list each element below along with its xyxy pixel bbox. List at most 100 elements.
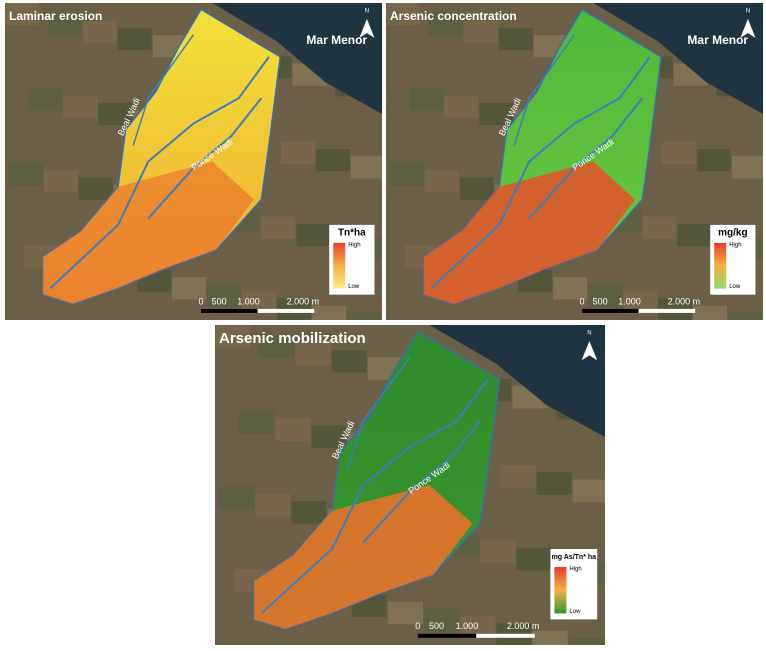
field: [312, 305, 346, 320]
river: [49, 56, 270, 290]
field: [331, 350, 367, 373]
field: [623, 291, 658, 314]
legend-high: High: [729, 242, 741, 248]
field: [261, 216, 296, 239]
field: [444, 95, 479, 118]
field: [389, 163, 424, 186]
field: [536, 472, 572, 495]
legend-low: Low: [348, 284, 360, 290]
field: [588, 284, 623, 307]
legend-gradient: [554, 567, 567, 614]
field: [459, 177, 494, 200]
field: [291, 501, 327, 524]
river: [132, 34, 195, 146]
legend-title: mg As/Tn* ha: [552, 554, 597, 561]
field: [409, 88, 444, 111]
scale-label: 500: [593, 296, 608, 306]
north-arrow: [581, 341, 598, 361]
hotspot: [42, 161, 254, 305]
field: [479, 102, 514, 125]
field: [642, 216, 677, 239]
field: [661, 141, 696, 165]
field: [5, 3, 39, 26]
scale-label: 0: [415, 621, 420, 631]
field: [568, 637, 604, 645]
field: [275, 418, 311, 441]
river: [430, 56, 651, 290]
field: [78, 177, 113, 200]
scale-bar: [476, 633, 535, 638]
field: [500, 465, 536, 488]
field: [696, 149, 731, 172]
field: [572, 479, 605, 503]
river: [147, 97, 263, 220]
sea: [593, 3, 763, 114]
field: [480, 540, 516, 564]
north-arrow: [740, 18, 756, 38]
field: [259, 335, 295, 359]
field: [296, 223, 331, 247]
north-arrow: [359, 18, 375, 38]
field: [255, 493, 291, 517]
field: [63, 95, 98, 118]
field: [424, 609, 460, 632]
legend-title: mg/kg: [718, 228, 747, 239]
scale-bar: [582, 308, 639, 313]
scale-bar: [201, 308, 258, 313]
legend-gradient: [714, 242, 727, 289]
legend-low: Low: [729, 284, 741, 290]
scale-label: 0: [199, 296, 204, 306]
field: [516, 547, 552, 571]
field: [47, 13, 82, 36]
field: [498, 27, 533, 51]
field: [387, 601, 423, 625]
scale-bar: [638, 308, 696, 313]
legend-low: Low: [569, 609, 581, 615]
river: [346, 356, 411, 470]
field: [728, 312, 762, 320]
field: [8, 163, 43, 186]
field: [347, 312, 381, 320]
river: [261, 378, 489, 614]
field: [315, 149, 350, 172]
river: [528, 97, 644, 220]
field: [280, 141, 315, 165]
scale-label: 0: [580, 296, 585, 306]
sea: [429, 325, 605, 437]
legend-title: Tn*ha: [338, 228, 366, 239]
field: [239, 411, 275, 434]
panel-title: Arsenic mobilization: [219, 330, 366, 347]
scale-label: 1.000: [237, 296, 260, 306]
scale-label: 2.000 m: [287, 296, 320, 306]
field: [219, 486, 255, 510]
field: [386, 3, 420, 26]
sea-label: Mar Menor: [306, 33, 367, 47]
field: [28, 88, 63, 111]
field: [311, 425, 347, 449]
field: [82, 20, 117, 43]
scale-label: 2.000 m: [507, 621, 540, 631]
legend-high: High: [569, 567, 581, 573]
field: [172, 277, 207, 300]
scale-label: 1.000: [456, 621, 479, 631]
north-label: N: [746, 9, 750, 15]
field: [553, 277, 588, 300]
sea: [212, 3, 382, 114]
panel-title: Laminar erosion: [9, 9, 102, 23]
sea-label: Mar Menor: [687, 33, 748, 47]
field: [215, 325, 251, 348]
panel-title: Arsenic concentration: [390, 9, 517, 23]
field: [350, 156, 382, 179]
field: [532, 630, 568, 645]
legend-gradient: [333, 242, 346, 289]
field: [463, 20, 498, 43]
scale-label: 500: [212, 296, 227, 306]
field: [677, 223, 712, 247]
north-label: N: [365, 9, 369, 15]
field: [460, 616, 496, 639]
field: [428, 13, 463, 36]
field: [242, 291, 277, 314]
